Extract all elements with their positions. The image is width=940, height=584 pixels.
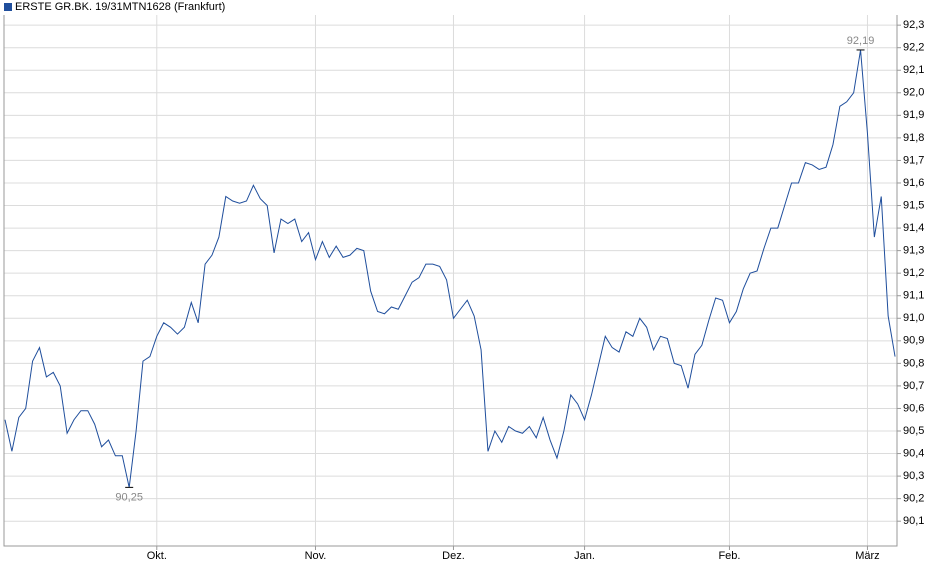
y-tick-label: 91,3 (903, 245, 924, 257)
annotation: 92,19 (847, 35, 875, 47)
x-tick-label: Nov. (305, 550, 327, 562)
legend-label: ERSTE GR.BK. 19/31MTN1628 (Frankfurt) (15, 1, 225, 13)
y-tick-label: 90,3 (903, 470, 924, 482)
y-tick-label: 91,5 (903, 199, 924, 211)
y-tick-label: 92,3 (903, 19, 924, 31)
y-tick-label: 91,1 (903, 290, 924, 302)
x-tick-label: Jan. (574, 550, 595, 562)
y-tick-label: 91,9 (903, 109, 924, 121)
y-tick-label: 90,9 (903, 335, 924, 347)
x-tick-label: Dez. (442, 550, 465, 562)
y-tick-label: 90,4 (903, 447, 924, 459)
y-tick-label: 91,6 (903, 177, 924, 189)
plot-frame (3, 15, 898, 547)
legend-swatch (4, 3, 12, 11)
y-tick-label: 91,8 (903, 132, 924, 144)
y-tick-label: 90,7 (903, 380, 924, 392)
y-tick-label: 92,0 (903, 87, 924, 99)
y-tick-label: 90,1 (903, 515, 924, 527)
y-tick-label: 92,2 (903, 42, 924, 54)
y-tick-label: 91,2 (903, 267, 924, 279)
y-tick-label: 92,1 (903, 64, 924, 76)
y-tick-label: 90,2 (903, 493, 924, 505)
x-tick-label: März (855, 550, 879, 562)
y-tick-label: 91,4 (903, 222, 924, 234)
annotation: 90,25 (115, 491, 143, 503)
y-tick-label: 90,8 (903, 357, 924, 369)
x-tick-label: Okt. (147, 550, 167, 562)
y-tick-label: 91,0 (903, 312, 924, 324)
line (4, 49, 896, 488)
y-tick-label: 91,7 (903, 154, 924, 166)
y-tick-label: 90,5 (903, 425, 924, 437)
y-tick-label: 90,6 (903, 402, 924, 414)
x-tick-label: Feb. (718, 550, 740, 562)
